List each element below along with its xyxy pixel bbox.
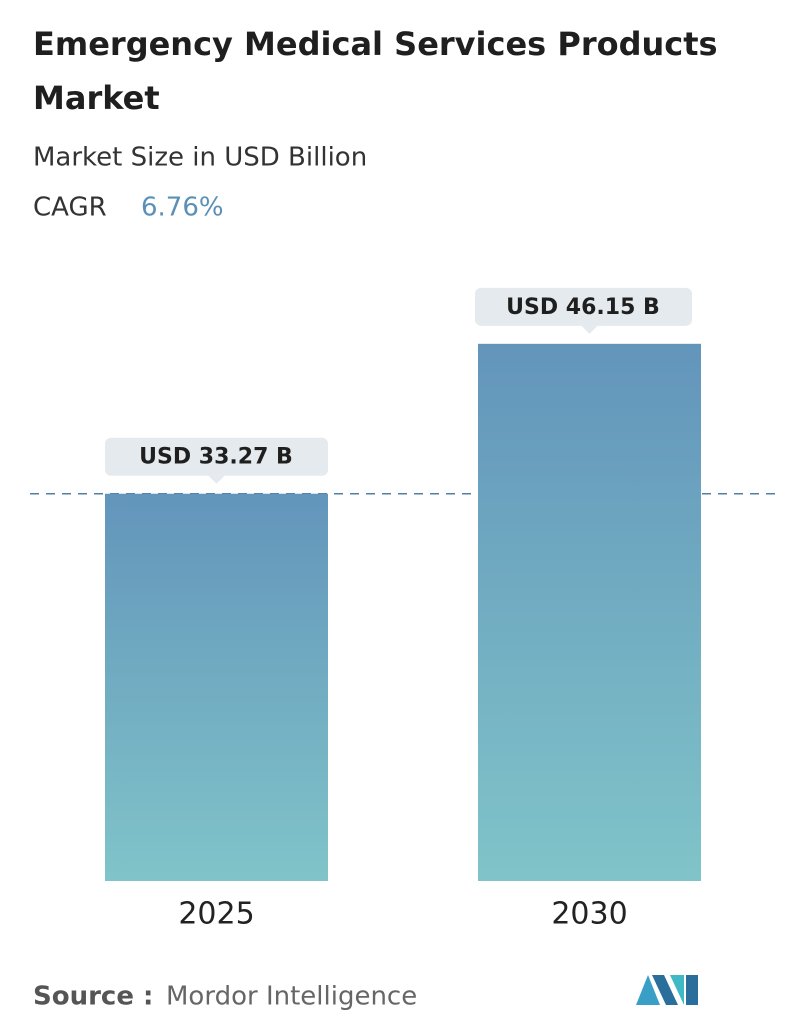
source-label: Source :	[33, 982, 153, 1012]
cagr-label: CAGR	[33, 193, 107, 223]
x-tick-label: 2030	[551, 897, 627, 932]
data-label: USD 46.15 B	[506, 295, 660, 320]
title-line: Emergency Medical Services Products	[33, 25, 718, 63]
logo	[636, 975, 698, 1005]
bar	[478, 343, 701, 882]
bar	[105, 493, 328, 881]
plot-area: USD 33.27 B 2025 USD 46.15 B 2030	[30, 287, 782, 932]
title-line: Market	[33, 79, 160, 117]
label-box	[475, 287, 692, 326]
cagr-value: 6.76%	[141, 193, 224, 223]
label-pointer	[581, 325, 598, 334]
source: Mordor Intelligence	[166, 982, 417, 1012]
label-pointer	[208, 475, 225, 484]
chart-title: Emergency Medical Services Products Mark…	[33, 25, 729, 117]
subtitle: Market Size in USD Billion	[33, 143, 367, 173]
label-box	[105, 437, 328, 476]
data-label: USD 33.27 B	[139, 445, 293, 470]
x-tick-label: 2025	[178, 897, 254, 932]
